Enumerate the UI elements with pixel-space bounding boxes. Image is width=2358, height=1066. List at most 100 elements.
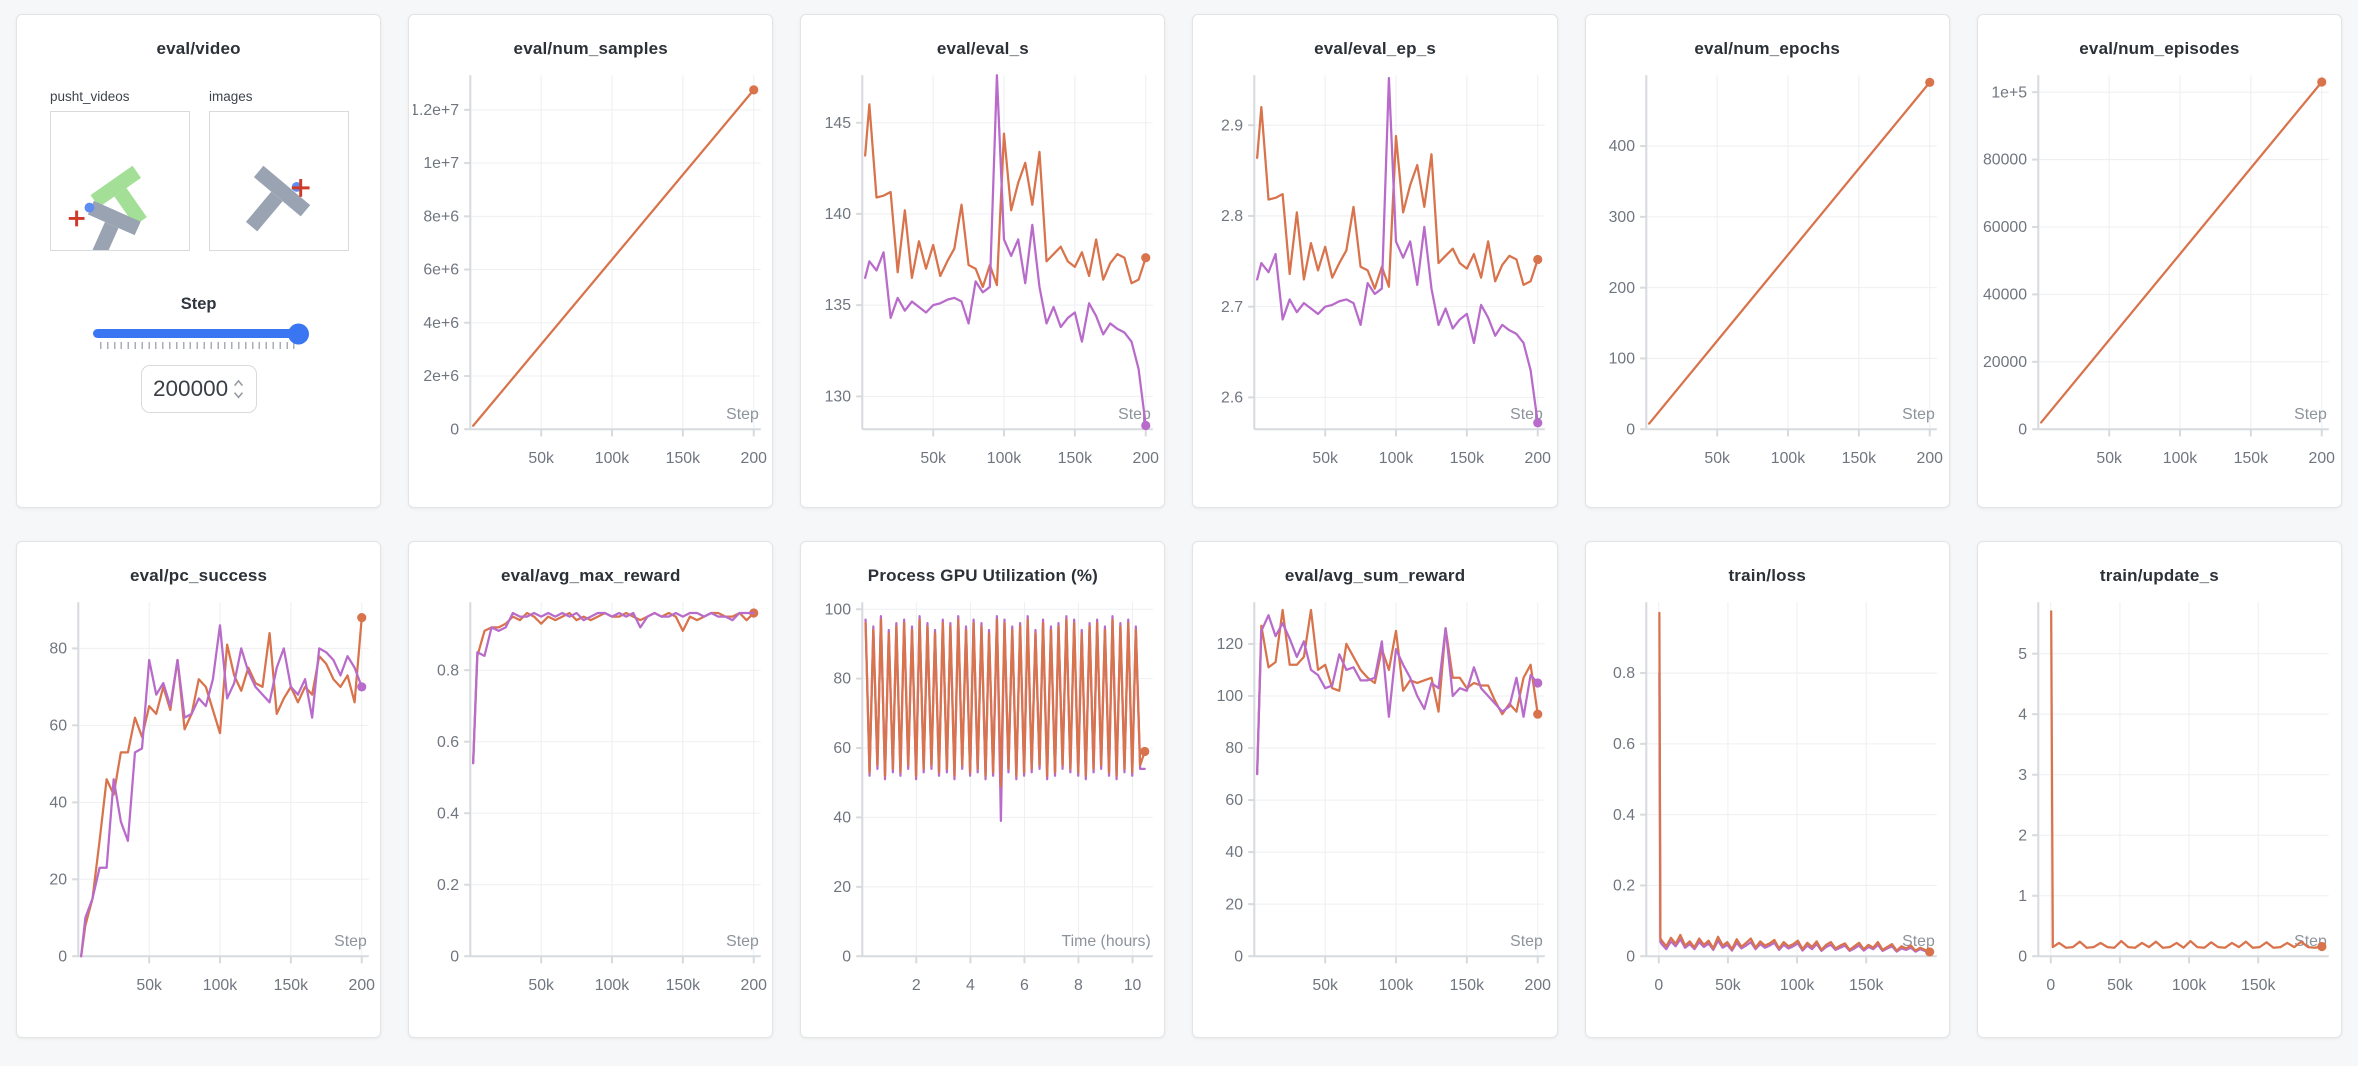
svg-text:2.6: 2.6 bbox=[1221, 390, 1243, 407]
svg-text:20000: 20000 bbox=[1983, 354, 2027, 371]
svg-text:8e+6: 8e+6 bbox=[423, 208, 459, 225]
chart-eval-num-episodes[interactable]: 0 20000 40000 60000 80000 1e+5 50k 100k 150k 200 S… bbox=[1981, 63, 2337, 497]
svg-text:0.8: 0.8 bbox=[437, 662, 459, 679]
chart-title: eval/pc_success bbox=[129, 566, 268, 585]
svg-text:50k: 50k bbox=[920, 450, 946, 467]
svg-text:Time (hours): Time (hours) bbox=[1061, 933, 1150, 950]
svg-text:2: 2 bbox=[2019, 827, 2028, 844]
agent-dot bbox=[84, 202, 95, 213]
svg-text:100k: 100k bbox=[987, 450, 1021, 467]
svg-text:0: 0 bbox=[450, 948, 459, 965]
svg-text:100k: 100k bbox=[202, 977, 236, 994]
svg-text:150k: 150k bbox=[665, 977, 699, 994]
chart-title: eval/num_episodes bbox=[2079, 39, 2240, 58]
images-thumbnail[interactable] bbox=[209, 111, 349, 251]
svg-text:0: 0 bbox=[1655, 977, 1664, 994]
svg-text:100k: 100k bbox=[2172, 977, 2206, 994]
chart-eval-eval-s[interactable]: 130 135 140 145 50k 100k 150k 200 Step bbox=[805, 63, 1161, 497]
chart-svg[interactable]: 0 20 40 60 80 100 2 4 6 8 10 Time (hours) bbox=[805, 590, 1161, 1024]
chart-train-loss[interactable]: 0 0.2 0.4 0.6 0.8 0 50k 100k 150k Step bbox=[1589, 590, 1945, 1024]
svg-text:40: 40 bbox=[49, 794, 67, 811]
svg-text:50k: 50k bbox=[528, 450, 554, 467]
chart-svg[interactable]: 0 20000 40000 60000 80000 1e+5 50k 100k 150k 200 S… bbox=[1981, 63, 2337, 497]
chart-eval-num-epochs[interactable]: 0 100 200 300 400 50k 100k 150k 200 Step bbox=[1589, 63, 1945, 497]
svg-text:0: 0 bbox=[1626, 421, 1635, 438]
pusht-video-thumbnail[interactable] bbox=[50, 111, 190, 259]
svg-text:60: 60 bbox=[1225, 792, 1243, 809]
svg-text:0: 0 bbox=[842, 948, 851, 965]
svg-text:400: 400 bbox=[1609, 138, 1636, 155]
svg-text:0.8: 0.8 bbox=[1613, 665, 1635, 682]
svg-text:40: 40 bbox=[833, 810, 851, 827]
svg-text:Step: Step bbox=[1510, 406, 1543, 423]
svg-text:80000: 80000 bbox=[1983, 152, 2027, 169]
stepper-chevrons-icon[interactable] bbox=[233, 376, 244, 403]
svg-text:Step: Step bbox=[726, 933, 759, 950]
svg-text:2.7: 2.7 bbox=[1221, 299, 1243, 316]
chart-svg[interactable]: 0 20 40 60 80 100 120 50k 100k 150k 200 Step bbox=[1197, 590, 1553, 1024]
svg-text:2.8: 2.8 bbox=[1221, 208, 1243, 225]
svg-text:0: 0 bbox=[1234, 948, 1243, 965]
step-value: 200000 bbox=[153, 376, 229, 401]
svg-text:1e+5: 1e+5 bbox=[1992, 84, 2028, 101]
svg-text:200: 200 bbox=[1132, 450, 1159, 467]
panel-eval-pc-success: eval/pc_success 0 20 40 60 80 50k 100k 150k 200 S… bbox=[16, 541, 382, 1038]
svg-text:200: 200 bbox=[1525, 977, 1552, 994]
svg-text:135: 135 bbox=[825, 297, 852, 314]
svg-text:0: 0 bbox=[58, 948, 67, 965]
svg-text:100k: 100k bbox=[1771, 450, 1805, 467]
svg-text:5: 5 bbox=[2019, 646, 2028, 663]
svg-text:150k: 150k bbox=[1058, 450, 1092, 467]
svg-text:60: 60 bbox=[833, 740, 851, 757]
svg-text:200: 200 bbox=[348, 977, 375, 994]
goal-cross-marker bbox=[291, 179, 310, 197]
chart-title: eval/avg_sum_reward bbox=[1284, 566, 1466, 585]
svg-text:100k: 100k bbox=[2163, 450, 2197, 467]
chart-train-update-s[interactable]: 0 1 2 3 4 5 0 50k 100k 150k Step bbox=[1981, 590, 2337, 1024]
chart-svg[interactable]: 0 100 200 300 400 50k 100k 150k 200 Step bbox=[1589, 63, 1945, 497]
svg-text:60: 60 bbox=[49, 717, 67, 734]
step-slider-label: Step bbox=[180, 295, 217, 313]
chart-eval-pc-success[interactable]: 0 20 40 60 80 50k 100k 150k 200 Step bbox=[21, 590, 377, 1024]
chart-svg[interactable]: 0 0.2 0.4 0.6 0.8 50k 100k 150k 200 Step bbox=[413, 590, 769, 1024]
panel-eval-num-samples: eval/num_samples 0 2e+6 4e+6 6e+6 8e+6 1e+7 1.… bbox=[408, 14, 774, 508]
step-number-input[interactable]: 200000 bbox=[140, 365, 257, 413]
svg-text:0: 0 bbox=[450, 421, 459, 438]
svg-text:140: 140 bbox=[825, 206, 852, 223]
image-frame bbox=[245, 165, 311, 232]
chart-svg[interactable]: 0 20 40 60 80 50k 100k 150k 200 Step bbox=[21, 590, 377, 1024]
step-slider-handle[interactable] bbox=[287, 323, 309, 344]
svg-text:1e+7: 1e+7 bbox=[423, 155, 459, 172]
chart-svg[interactable]: 2.6 2.7 2.8 2.9 50k 100k 150k 200 Step bbox=[1197, 63, 1553, 497]
media-label: pusht_videos bbox=[50, 89, 130, 104]
chart-title: eval/eval_s bbox=[936, 39, 1029, 58]
svg-text:0.6: 0.6 bbox=[1613, 736, 1635, 753]
svg-text:150k: 150k bbox=[2234, 450, 2268, 467]
chart-eval-avg-sum-reward[interactable]: 0 20 40 60 80 100 120 50k 100k 150k 200 Step bbox=[1197, 590, 1553, 1024]
svg-text:150k: 150k bbox=[1450, 450, 1484, 467]
chart-eval-num-samples[interactable]: 0 2e+6 4e+6 6e+6 8e+6 1e+7 1.2e+7 50k 100k 150k 20… bbox=[413, 63, 769, 497]
svg-text:40000: 40000 bbox=[1983, 287, 2027, 304]
chart-process-gpu-utilization[interactable]: 0 20 40 60 80 100 2 4 6 8 10 Time (hours) bbox=[805, 590, 1161, 1024]
svg-text:50k: 50k bbox=[528, 977, 554, 994]
chart-eval-eval-ep-s[interactable]: 2.6 2.7 2.8 2.9 50k 100k 150k 200 Step bbox=[1197, 63, 1553, 497]
step-slider[interactable] bbox=[92, 323, 309, 344]
chart-eval-avg-max-reward[interactable]: 0 0.2 0.4 0.6 0.8 50k 100k 150k 200 Step bbox=[413, 590, 769, 1024]
panel-eval-eval-s: eval/eval_s 130 135 140 145 50k 100k 150k 200 St… bbox=[800, 14, 1166, 508]
svg-text:20: 20 bbox=[1225, 896, 1243, 913]
svg-text:150k: 150k bbox=[665, 450, 699, 467]
media-label: images bbox=[209, 89, 253, 104]
chart-title: Process GPU Utilization (%) bbox=[867, 566, 1099, 585]
gray-t-shape bbox=[245, 165, 311, 232]
svg-text:100k: 100k bbox=[595, 977, 629, 994]
panel-eval-video: eval/video pusht_videos bbox=[16, 14, 382, 508]
panel-train-update-s: train/update_s 0 1 2 3 4 5 0 50k 100k 150k Step bbox=[1976, 541, 2342, 1038]
svg-text:200: 200 bbox=[2309, 450, 2336, 467]
svg-text:200: 200 bbox=[1609, 280, 1636, 297]
svg-text:50k: 50k bbox=[2108, 977, 2134, 994]
chart-svg[interactable]: 0 2e+6 4e+6 6e+6 8e+6 1e+7 1.2e+7 50k 100k 150k 20… bbox=[413, 63, 769, 497]
